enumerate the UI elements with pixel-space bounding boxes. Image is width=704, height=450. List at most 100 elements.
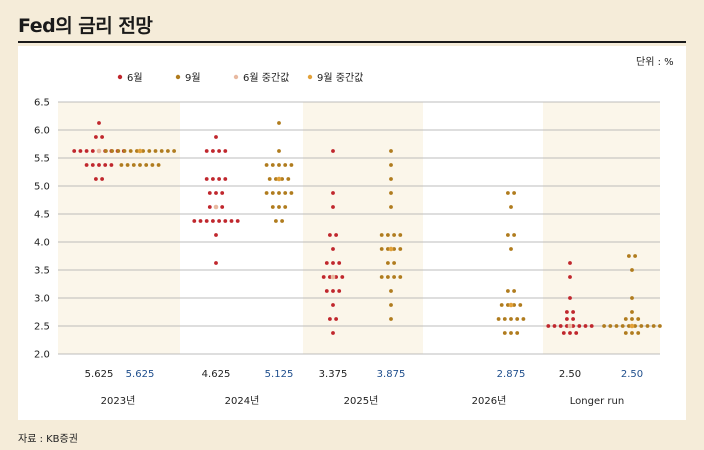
unit-label: 단위 : % [636,57,674,68]
sept-dot [277,191,281,195]
year-label: 2025년 [344,395,379,407]
y-tick-label: 2.0 [34,350,50,361]
title-rule [18,41,686,43]
sept-median-dot [276,176,282,182]
y-tick-label: 5.0 [34,182,50,193]
june-dot [324,261,329,265]
sept-dot [518,303,523,307]
sept-dot [512,233,516,237]
sept-dot [274,219,278,223]
june-dot [324,289,329,293]
june-dot [331,303,335,307]
june-median-label: 2.50 [559,369,581,380]
legend-marker [175,74,181,80]
sept-dot [389,163,393,167]
source-label: 자료 : KB증권 [18,434,78,445]
sept-dot [512,191,516,195]
page-title: Fed의 금리 전망 [18,15,153,37]
sept-dot [141,149,146,153]
june-dot [198,219,203,223]
sept-median-label: 5.125 [265,369,294,380]
june-dot [204,149,209,153]
june-dot [90,163,95,167]
sept-dot [506,233,510,237]
june-dot [328,317,332,321]
june-dot [337,261,342,265]
june-dot [334,317,338,321]
sept-median-label: 3.875 [377,369,406,380]
sept-dot [633,254,637,258]
june-dot [220,191,225,195]
sept-dot [636,317,641,321]
june-dot [217,219,222,223]
sept-median-dot [137,148,143,154]
june-dot [211,177,215,181]
june-dot [331,331,335,335]
year-label: Longer run [570,396,624,407]
sept-dot [506,289,510,293]
y-tick-label: 3.0 [34,294,50,305]
sept-dot [623,331,628,335]
year-label: 2024년 [225,395,260,407]
june-dot [211,149,215,153]
sept-dot [614,324,619,328]
june-dot [94,177,98,181]
y-tick-label: 5.5 [34,154,50,165]
sept-dot [630,296,634,300]
sept-dot [150,163,155,167]
june-dot [589,324,594,328]
sept-dot [623,317,628,321]
sept-median-label: 5.625 [126,369,155,380]
june-dot [72,149,77,153]
june-dot [220,205,225,209]
sept-dot [156,163,161,167]
sept-dot [509,247,513,251]
june-dot [84,163,89,167]
sept-dot [392,261,396,265]
sept-dot [506,303,510,307]
june-median-dot [567,323,573,329]
sept-dot [630,268,634,272]
sept-dot [386,233,390,237]
june-median-dot [96,148,102,154]
sept-dot [636,331,641,335]
sept-dot [110,149,114,153]
june-dot [223,177,228,181]
sept-dot [630,331,634,335]
sept-dot [515,331,520,335]
sept-dot [512,289,516,293]
sept-dot [398,247,403,251]
june-dot [331,205,335,209]
sept-dot [392,233,396,237]
june-dot [109,163,114,167]
sept-dot [389,289,393,293]
sept-dot [270,205,275,209]
sept-dot [264,191,269,195]
sept-dot [131,163,136,167]
sept-dot [270,191,275,195]
june-dot [97,121,101,125]
sept-dot [630,310,634,314]
june-dot [204,177,209,181]
legend-marker [233,74,239,80]
sept-dot [392,275,396,279]
sept-dot [496,317,501,321]
sept-dot [521,317,526,321]
june-dot [571,317,575,321]
june-dot [223,219,228,223]
sept-dot [651,324,656,328]
june-dot [94,135,98,139]
sept-dot [283,205,288,209]
june-dot [552,324,557,328]
sept-dot [620,324,625,328]
june-dot [90,149,95,153]
sept-dot [128,149,133,153]
june-dot [331,191,335,195]
sept-dot [515,317,520,321]
june-dot [235,219,240,223]
june-median-label: 3.375 [319,369,348,380]
sept-dot [627,254,631,258]
june-median-dot [213,204,219,210]
sept-dot [509,331,513,335]
